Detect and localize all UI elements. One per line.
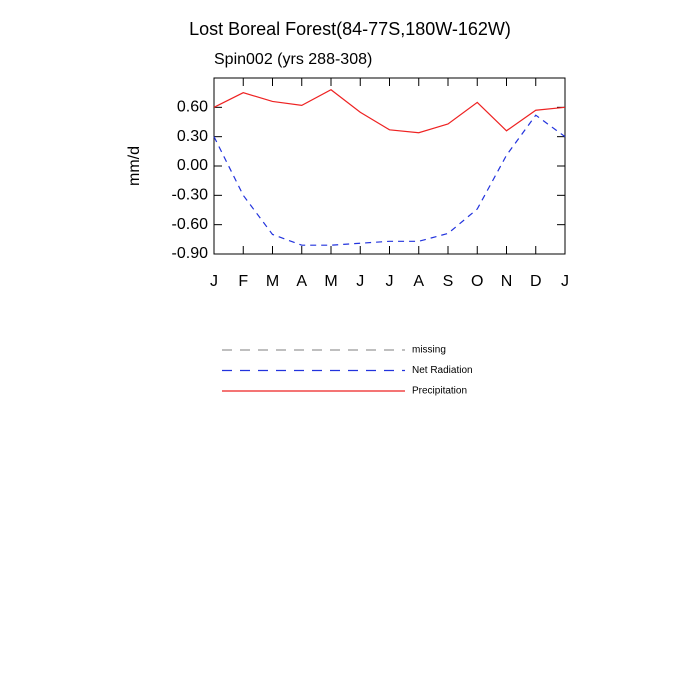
x-tick-label: J — [561, 273, 569, 290]
legend-label: Precipitation — [412, 386, 467, 397]
plot-frame — [213, 77, 566, 255]
chart-title: Lost Boreal Forest(84-77S,180W-162W) — [189, 19, 511, 39]
x-tick-label: J — [386, 273, 394, 290]
x-tick-label: D — [530, 273, 542, 290]
legend-label: Net Radiation — [412, 365, 473, 376]
series-line — [213, 89, 566, 134]
y-tick-label: -0.90 — [172, 245, 209, 262]
y-tick-label: 0.30 — [177, 128, 208, 145]
chart-subtitle: Spin002 (yrs 288-308) — [214, 51, 372, 68]
series-line — [213, 114, 566, 246]
y-tick-label: -0.60 — [172, 216, 209, 233]
y-tick-label: 0.00 — [177, 157, 208, 174]
x-tick-label: A — [413, 273, 424, 290]
x-tick-label: J — [356, 273, 364, 290]
y-tick-label: -0.30 — [172, 187, 209, 204]
y-axis-label: mm/d — [126, 146, 143, 186]
x-tick-label: F — [238, 273, 248, 290]
x-tick-label: N — [501, 273, 513, 290]
x-tick-label: J — [210, 273, 218, 290]
x-tick-label: S — [443, 273, 454, 290]
y-tick-label: 0.60 — [177, 99, 208, 116]
x-tick-label: M — [324, 273, 337, 290]
x-tick-label: O — [471, 273, 483, 290]
x-tick-label: M — [266, 273, 279, 290]
x-tick-label: A — [296, 273, 307, 290]
legend-label: missing — [412, 345, 446, 356]
